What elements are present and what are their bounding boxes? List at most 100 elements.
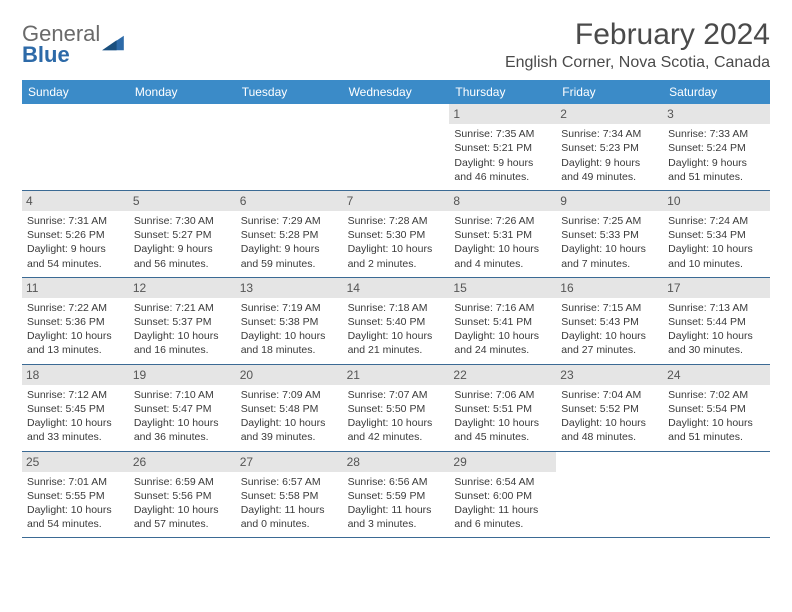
day-cell: 15Sunrise: 7:16 AMSunset: 5:41 PMDayligh… — [449, 278, 556, 364]
daylight-text-1: Daylight: 9 hours — [454, 156, 551, 170]
dow-header: Sunday Monday Tuesday Wednesday Thursday… — [22, 80, 770, 104]
daylight-text-1: Daylight: 10 hours — [134, 416, 231, 430]
sunset-text: Sunset: 5:51 PM — [454, 402, 551, 416]
day-number: 27 — [236, 452, 343, 472]
sunrise-text: Sunrise: 6:59 AM — [134, 475, 231, 489]
calendar-page: General Blue February 2024 English Corne… — [0, 0, 792, 550]
day-cell-empty — [129, 104, 236, 190]
sunrise-text: Sunrise: 7:18 AM — [348, 301, 445, 315]
triangle-icon — [102, 32, 124, 58]
daylight-text-1: Daylight: 10 hours — [668, 329, 765, 343]
daylight-text-2: and 30 minutes. — [668, 343, 765, 357]
day-number: 12 — [129, 278, 236, 298]
daylight-text-1: Daylight: 10 hours — [561, 242, 658, 256]
sunset-text: Sunset: 5:52 PM — [561, 402, 658, 416]
logo: General Blue — [22, 18, 124, 66]
weeks-container: 1Sunrise: 7:35 AMSunset: 5:21 PMDaylight… — [22, 104, 770, 538]
sunset-text: Sunset: 5:48 PM — [241, 402, 338, 416]
sunset-text: Sunset: 5:47 PM — [134, 402, 231, 416]
day-cell: 18Sunrise: 7:12 AMSunset: 5:45 PMDayligh… — [22, 365, 129, 451]
daylight-text-1: Daylight: 10 hours — [241, 416, 338, 430]
sunrise-text: Sunrise: 7:12 AM — [27, 388, 124, 402]
daylight-text-2: and 10 minutes. — [668, 257, 765, 271]
day-cell: 9Sunrise: 7:25 AMSunset: 5:33 PMDaylight… — [556, 191, 663, 277]
dow-wed: Wednesday — [343, 80, 450, 104]
sunset-text: Sunset: 6:00 PM — [454, 489, 551, 503]
daylight-text-1: Daylight: 10 hours — [27, 503, 124, 517]
day-number: 21 — [343, 365, 450, 385]
sunrise-text: Sunrise: 6:57 AM — [241, 475, 338, 489]
day-number: 22 — [449, 365, 556, 385]
day-number: 11 — [22, 278, 129, 298]
daylight-text-1: Daylight: 10 hours — [454, 416, 551, 430]
daylight-text-2: and 0 minutes. — [241, 517, 338, 531]
sunset-text: Sunset: 5:56 PM — [134, 489, 231, 503]
day-cell: 1Sunrise: 7:35 AMSunset: 5:21 PMDaylight… — [449, 104, 556, 190]
daylight-text-1: Daylight: 10 hours — [561, 416, 658, 430]
day-cell-empty — [343, 104, 450, 190]
dow-thu: Thursday — [449, 80, 556, 104]
sunrise-text: Sunrise: 7:01 AM — [27, 475, 124, 489]
daylight-text-2: and 57 minutes. — [134, 517, 231, 531]
day-cell: 16Sunrise: 7:15 AMSunset: 5:43 PMDayligh… — [556, 278, 663, 364]
sunrise-text: Sunrise: 7:29 AM — [241, 214, 338, 228]
week-row: 4Sunrise: 7:31 AMSunset: 5:26 PMDaylight… — [22, 191, 770, 278]
daylight-text-2: and 13 minutes. — [27, 343, 124, 357]
day-cell: 27Sunrise: 6:57 AMSunset: 5:58 PMDayligh… — [236, 452, 343, 538]
day-cell: 21Sunrise: 7:07 AMSunset: 5:50 PMDayligh… — [343, 365, 450, 451]
daylight-text-2: and 3 minutes. — [348, 517, 445, 531]
week-row: 1Sunrise: 7:35 AMSunset: 5:21 PMDaylight… — [22, 104, 770, 191]
day-number: 26 — [129, 452, 236, 472]
day-number: 10 — [663, 191, 770, 211]
daylight-text-2: and 59 minutes. — [241, 257, 338, 271]
daylight-text-1: Daylight: 10 hours — [454, 242, 551, 256]
sunset-text: Sunset: 5:28 PM — [241, 228, 338, 242]
daylight-text-1: Daylight: 10 hours — [134, 329, 231, 343]
sunrise-text: Sunrise: 7:06 AM — [454, 388, 551, 402]
daylight-text-2: and 45 minutes. — [454, 430, 551, 444]
sunrise-text: Sunrise: 7:13 AM — [668, 301, 765, 315]
day-cell-empty — [556, 452, 663, 538]
sunset-text: Sunset: 5:34 PM — [668, 228, 765, 242]
sunrise-text: Sunrise: 7:28 AM — [348, 214, 445, 228]
day-number: 13 — [236, 278, 343, 298]
sunrise-text: Sunrise: 7:16 AM — [454, 301, 551, 315]
day-number: 9 — [556, 191, 663, 211]
day-cell-empty — [663, 452, 770, 538]
day-cell: 19Sunrise: 7:10 AMSunset: 5:47 PMDayligh… — [129, 365, 236, 451]
day-cell-empty — [236, 104, 343, 190]
day-cell: 2Sunrise: 7:34 AMSunset: 5:23 PMDaylight… — [556, 104, 663, 190]
sunset-text: Sunset: 5:38 PM — [241, 315, 338, 329]
day-number: 6 — [236, 191, 343, 211]
day-cell: 22 Sunrise: 7:06 AMSunset: 5:51 PMDayligh… — [449, 365, 556, 451]
sunset-text: Sunset: 5:24 PM — [668, 141, 765, 155]
day-number: 16 — [556, 278, 663, 298]
day-number: 8 — [449, 191, 556, 211]
sunset-text: Sunset: 5:50 PM — [348, 402, 445, 416]
sunset-text: Sunset: 5:45 PM — [27, 402, 124, 416]
day-cell: 8Sunrise: 7:26 AMSunset: 5:31 PMDaylight… — [449, 191, 556, 277]
daylight-text-2: and 24 minutes. — [454, 343, 551, 357]
daylight-text-2: and 42 minutes. — [348, 430, 445, 444]
sunrise-text: Sunrise: 7:02 AM — [668, 388, 765, 402]
day-number: 14 — [343, 278, 450, 298]
dow-sun: Sunday — [22, 80, 129, 104]
day-cell: 14Sunrise: 7:18 AMSunset: 5:40 PMDayligh… — [343, 278, 450, 364]
daylight-text-2: and 4 minutes. — [454, 257, 551, 271]
sunset-text: Sunset: 5:27 PM — [134, 228, 231, 242]
day-cell-empty — [22, 104, 129, 190]
daylight-text-1: Daylight: 10 hours — [668, 242, 765, 256]
dow-fri: Friday — [556, 80, 663, 104]
week-row: 25Sunrise: 7:01 AMSunset: 5:55 PMDayligh… — [22, 452, 770, 539]
day-cell: 4Sunrise: 7:31 AMSunset: 5:26 PMDaylight… — [22, 191, 129, 277]
daylight-text-2: and 36 minutes. — [134, 430, 231, 444]
daylight-text-2: and 33 minutes. — [27, 430, 124, 444]
dow-sat: Saturday — [663, 80, 770, 104]
daylight-text-2: and 21 minutes. — [348, 343, 445, 357]
sunset-text: Sunset: 5:21 PM — [454, 141, 551, 155]
daylight-text-2: and 39 minutes. — [241, 430, 338, 444]
day-number: 20 — [236, 365, 343, 385]
week-row: 18Sunrise: 7:12 AMSunset: 5:45 PMDayligh… — [22, 365, 770, 452]
daylight-text-2: and 54 minutes. — [27, 517, 124, 531]
title-block: February 2024 English Corner, Nova Scoti… — [505, 18, 770, 72]
